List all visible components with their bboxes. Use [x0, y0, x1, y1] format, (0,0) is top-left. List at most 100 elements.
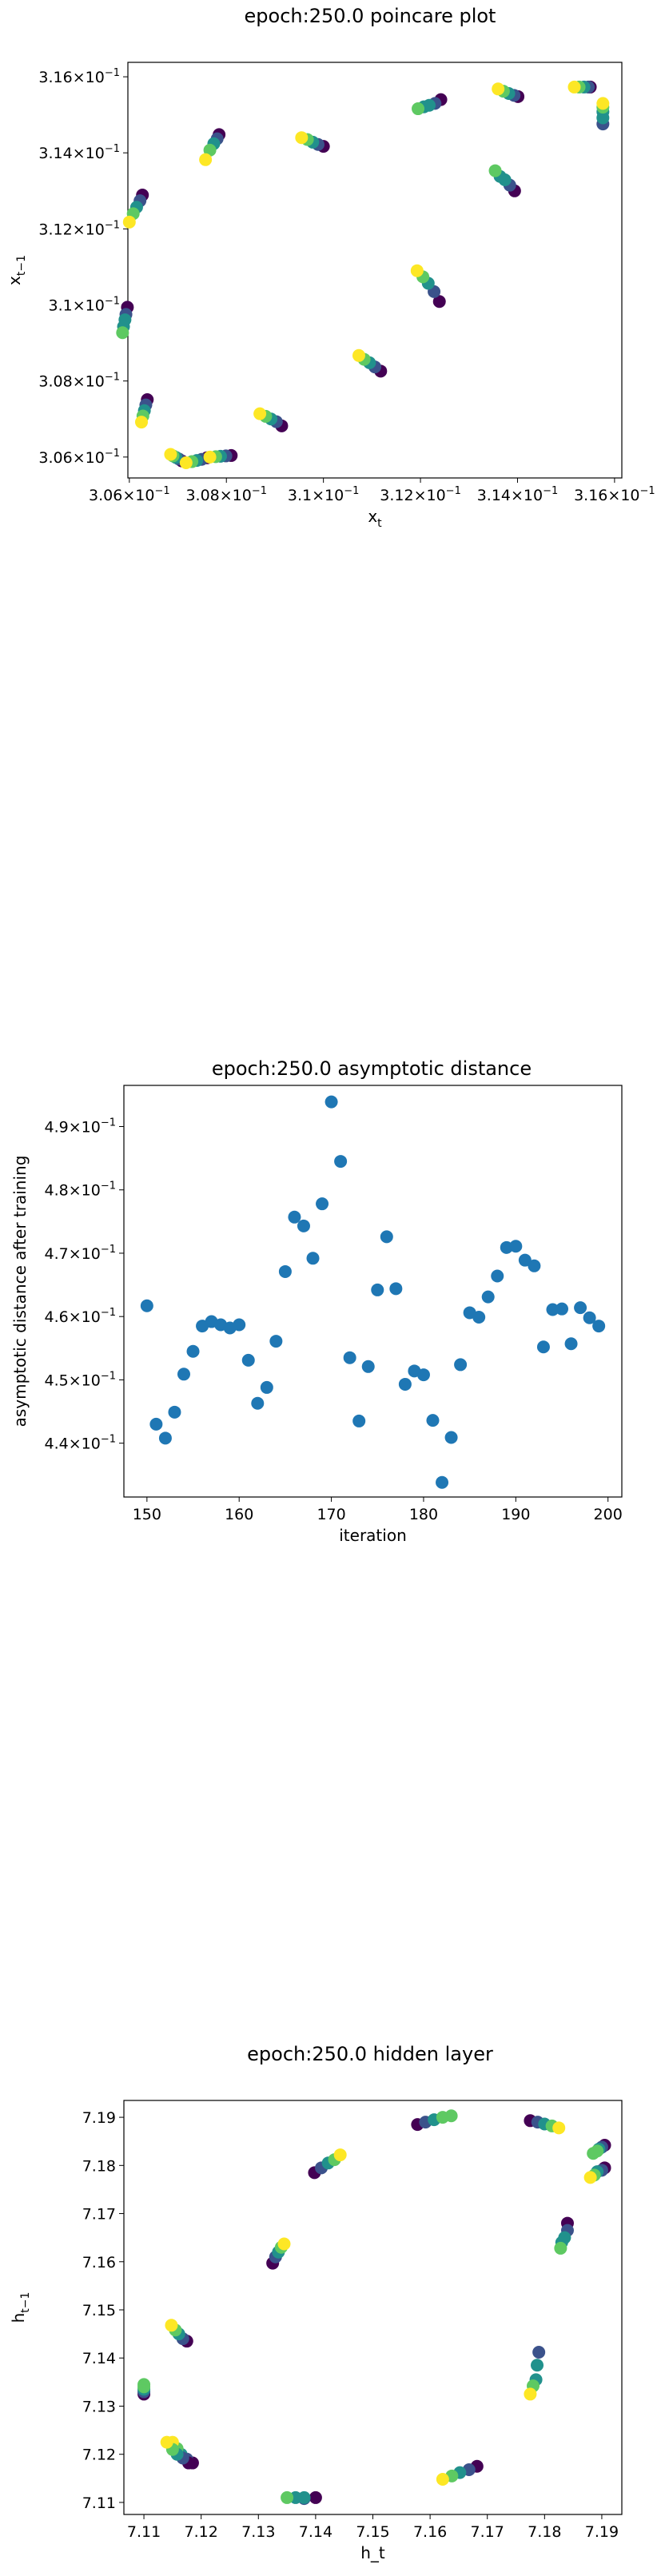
hidden-layer-plot: epoch:250.0 hidden layer 7.11 7.12 7.13 7.1… [9, 2043, 623, 2562]
data-point [203, 143, 217, 157]
data-point [352, 348, 365, 362]
y-tick-label: 4.7×10−1 [45, 1244, 117, 1263]
y-tick-label: 7.18 [82, 2157, 116, 2175]
poincare-plot: epoch:250.0 poincare plot 3.06×10−1 3.08×… [5, 5, 655, 530]
y-tick-label: 7.15 [82, 2302, 116, 2319]
data-point [352, 1414, 366, 1427]
x-tick-label: 160 [225, 1506, 253, 1523]
y-axis-label: asymptotic distance after training [10, 1156, 30, 1427]
x-tick-label: 170 [317, 1506, 345, 1523]
y-tick-label: 7.12 [82, 2447, 116, 2464]
data-point [416, 1368, 430, 1382]
data-point [488, 164, 502, 177]
data-point [297, 1219, 310, 1232]
data-point [199, 153, 213, 166]
data-point [149, 1417, 163, 1431]
data-point [269, 1335, 283, 1348]
x-tick-label: 7.13 [241, 2523, 275, 2541]
x-tick-label: 3.14×10−1 [477, 485, 559, 504]
data-point [531, 2359, 544, 2372]
x-tick-label: 7.12 [185, 2523, 218, 2541]
x-tick-label: 200 [594, 1506, 623, 1523]
data-point [564, 1337, 578, 1351]
data-point [371, 1283, 384, 1296]
data-point [552, 2121, 566, 2135]
y-tick-label: 4.4×10−1 [45, 1434, 117, 1453]
y-tick-label: 3.1×10−1 [49, 296, 121, 315]
x-tick-label: 180 [409, 1506, 438, 1523]
x-tick-label: 7.16 [413, 2523, 447, 2541]
plot-frame [123, 1085, 623, 1498]
y-tick-label: 3.14×10−1 [38, 143, 120, 162]
x-tick-label: 3.06×10−1 [89, 485, 170, 504]
data-point [203, 450, 217, 464]
y-tick-label: 7.11 [82, 2494, 116, 2512]
y-tick-label: 4.5×10−1 [45, 1370, 117, 1389]
data-point [251, 1396, 265, 1410]
data-point [333, 2148, 347, 2162]
plot-frame [123, 2100, 623, 2515]
x-axis-label: h_t [360, 2543, 385, 2562]
y-tick-label: 3.12×10−1 [38, 219, 120, 238]
y-tick-label: 3.16×10−1 [38, 67, 120, 86]
data-point [309, 2490, 322, 2504]
data-point [281, 2490, 294, 2504]
data-point [278, 1264, 292, 1278]
data-point [596, 97, 610, 110]
data-point [361, 1360, 375, 1373]
data-point [253, 407, 267, 420]
data-point [444, 1431, 458, 1444]
data-point [410, 264, 424, 277]
data-point [164, 448, 177, 461]
x-tick-label: 7.17 [471, 2523, 504, 2541]
data-point [134, 416, 148, 429]
data-point [592, 1320, 606, 1333]
data-point [528, 1259, 541, 1272]
x-tick-label: 7.18 [528, 2523, 561, 2541]
data-point [277, 2237, 291, 2251]
x-tick-label: 3.08×10−1 [185, 485, 267, 504]
data-point [288, 1210, 301, 1224]
data-point [532, 2346, 546, 2359]
chart-title: epoch:250.0 hidden layer [247, 2043, 493, 2065]
data-point [432, 295, 446, 309]
data-point [583, 1311, 596, 1324]
data-point [524, 2387, 537, 2401]
data-point [122, 215, 136, 229]
data-point [555, 1302, 569, 1316]
y-tick-label: 4.9×10−1 [45, 1117, 117, 1137]
y-axis-label: xt−1 [5, 255, 28, 285]
data-point [444, 2109, 458, 2123]
x-tick-label: 7.14 [299, 2523, 332, 2541]
data-point [343, 1351, 356, 1364]
x-axis-label: xt [368, 507, 382, 530]
data-point [306, 1252, 320, 1265]
data-point [165, 2319, 178, 2332]
x-tick-label: 3.12×10−1 [380, 485, 461, 504]
data-point [168, 1405, 181, 1419]
data-point [583, 2171, 597, 2184]
data-point [380, 1230, 393, 1244]
x-tick-label: 7.19 [585, 2523, 619, 2541]
x-tick-label: 150 [133, 1506, 161, 1523]
y-tick-label: 4.6×10−1 [45, 1307, 117, 1326]
y-axis-label: ht−1 [9, 2292, 32, 2323]
data-point [472, 1310, 486, 1324]
data-point [436, 2473, 449, 2486]
chart-title: epoch:250.0 poincare plot [245, 5, 496, 27]
data-point [492, 82, 505, 96]
data-point [436, 1475, 449, 1489]
data-point [177, 1368, 190, 1381]
data-point [140, 1299, 153, 1312]
y-tick-label: 7.14 [82, 2350, 116, 2367]
data-point [316, 1197, 329, 1211]
data-point [454, 1358, 468, 1372]
data-point [116, 326, 129, 340]
data-point [260, 1380, 273, 1394]
y-tick-label: 7.13 [82, 2398, 116, 2415]
data-point [574, 1301, 587, 1315]
x-tick-label: 7.11 [127, 2523, 161, 2541]
data-point [509, 1240, 523, 1253]
data-point [518, 1253, 532, 1267]
data-point [491, 1269, 504, 1283]
